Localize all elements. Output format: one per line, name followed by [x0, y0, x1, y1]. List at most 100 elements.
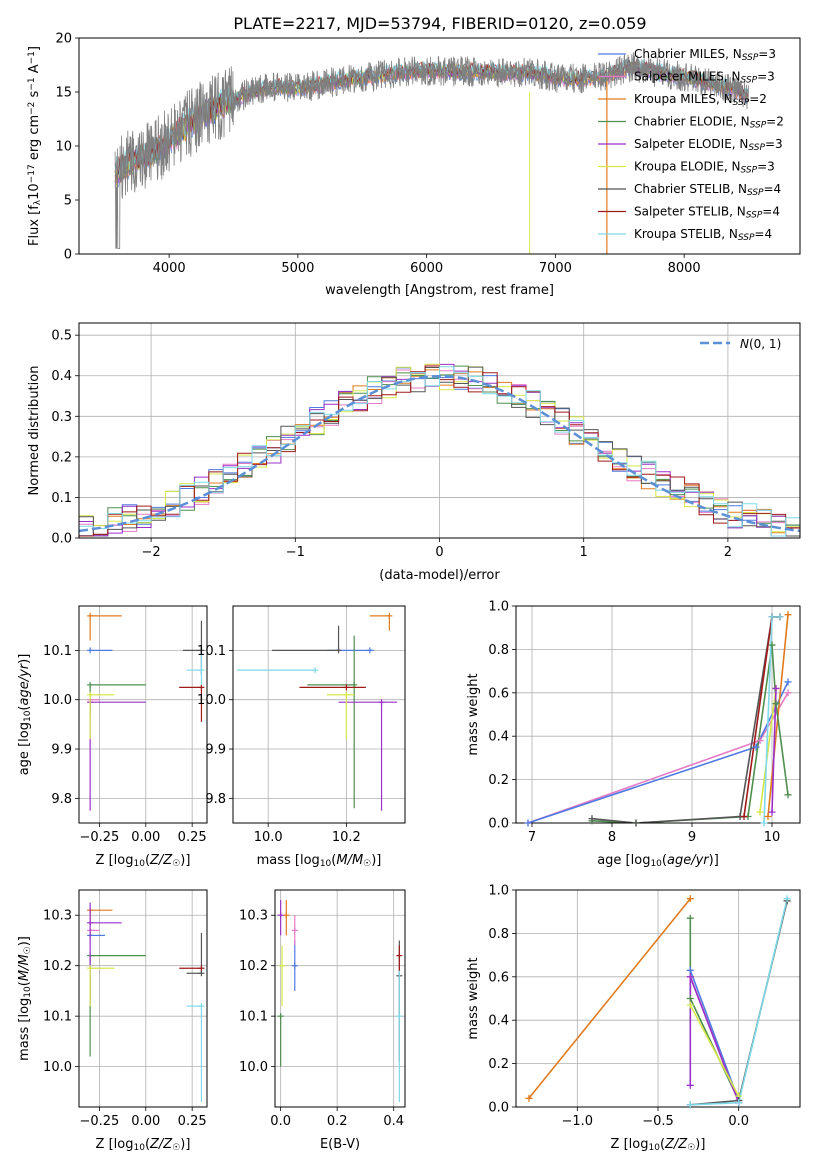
- weight-vs-age-series-2-marker-0: [764, 812, 772, 820]
- ylabel-age-vs-z: age [log10(age/yr)]: [17, 654, 33, 776]
- xtick-label-weight-vs-age-2: 9: [688, 830, 696, 845]
- weight-vs-age-series-2-marker-1: [784, 611, 792, 619]
- ytick-label-mass-vs-ebv-1: 10.1: [239, 1010, 268, 1025]
- ylabel-weight-vs-age: mass weight: [466, 673, 481, 755]
- ytick-label-age-vs-mass-2: 10.0: [197, 693, 226, 708]
- ytick-label-residuals-4: 0.4: [51, 369, 72, 384]
- ytick-label-mass-vs-ebv-0: 10.0: [239, 1060, 268, 1075]
- panel-mass-vs-z: −0.25 0.00 0.25 10.0 10.1 10.2 10.3 Z [log10(Z/…: [17, 889, 208, 1153]
- plot-area-spectrum: [114, 52, 749, 254]
- xtick-label-weight-vs-z-1: −0.5: [642, 1114, 674, 1129]
- xtick-label-residuals-1: −1: [286, 545, 305, 560]
- weight-vs-z-series-1-marker-1: [686, 995, 694, 1002]
- plot-area-age-vs-z: [87, 612, 205, 811]
- ytick-label-age-vs-z-0: 9.8: [51, 792, 72, 807]
- xtick-label-weight-vs-age-0: 7: [528, 830, 536, 845]
- xtick-label-spectrum-3: 7000: [539, 261, 572, 276]
- ytick-label-weight-vs-z-2: 0.4: [488, 1014, 509, 1029]
- xtick-label-residuals-0: −2: [142, 545, 161, 560]
- legend-label-0: Chabrier MILES, NSSP=3: [634, 47, 776, 63]
- ytick-label-age-vs-mass-1: 9.9: [205, 743, 226, 758]
- xlabel-spectrum: wavelength [Angstrom, rest frame]: [325, 283, 554, 298]
- ytick-label-spectrum-2: 10: [55, 140, 72, 155]
- xlabel-weight-vs-z: Z [log10(Z/Z☉)]: [611, 1137, 706, 1153]
- ylabel-residuals: Normed distribution: [27, 366, 42, 496]
- ytick-label-spectrum-3: 15: [55, 86, 72, 101]
- ytick-label-weight-vs-z-1: 0.2: [488, 1057, 509, 1072]
- weight-vs-age-series-1-marker-1: [752, 743, 760, 751]
- panel-age-vs-mass: 10.0 10.2 9.8 9.9 10.0 10.1 mass [log10(M/M☉)]: [197, 605, 406, 869]
- weight-vs-age-series-0-marker-2: [784, 689, 792, 697]
- xtick-label-weight-vs-age-1: 8: [608, 830, 616, 845]
- xlabel-mass-vs-ebv: E(B-V): [320, 1137, 360, 1152]
- ytick-label-residuals-2: 0.2: [51, 450, 72, 465]
- weight-vs-age-series-7-marker-2: [776, 613, 784, 621]
- weight-vs-age-series-5-marker-0: [740, 812, 748, 820]
- weight-vs-z-series-2: [689, 970, 740, 1101]
- weight-vs-age-series-8-marker-0: [768, 808, 776, 816]
- weight-vs-z-series-0-marker-1: [686, 895, 694, 903]
- ytick-label-weight-vs-z-0: 0.0: [488, 1101, 509, 1116]
- weight-vs-z-series-1-marker-0: [686, 914, 694, 922]
- ylabel-spectrum: Flux [fλ10−17 erg cm−2 s−1 A−1]: [27, 46, 43, 246]
- weight-vs-z-series-5: [689, 1004, 740, 1097]
- ytick-label-weight-vs-age-3: 0.6: [488, 686, 509, 701]
- xlabel-mass-vs-z: Z [log10(Z/Z☉)]: [96, 1137, 191, 1153]
- figure-title: PLATE=2217, MJD=53794, FIBERID=0120, z=0…: [233, 14, 646, 33]
- xtick-label-spectrum-0: 4000: [153, 261, 186, 276]
- xtick-label-mass-vs-ebv-0: 0.0: [270, 1114, 291, 1129]
- ytick-label-mass-vs-ebv-2: 10.2: [239, 959, 268, 974]
- weight-vs-age-series-6: [759, 688, 777, 813]
- ytick-label-age-vs-mass-3: 10.1: [197, 644, 226, 659]
- xtick-label-age-vs-z-1: 0.00: [131, 830, 160, 845]
- legend-label-5: Kroupa ELODIE, NSSP=3: [634, 160, 775, 176]
- ytick-label-residuals-0: 0.0: [51, 532, 72, 547]
- xtick-label-spectrum-1: 5000: [281, 261, 314, 276]
- legend-label-1: Salpeter MILES, NSSP=3: [634, 70, 775, 86]
- xtick-label-residuals-3: 1: [580, 545, 588, 560]
- weight-vs-age-series-4-marker-0: [588, 815, 596, 823]
- ytick-label-weight-vs-z-4: 0.8: [488, 927, 509, 942]
- xtick-label-weight-vs-z-2: 0.0: [728, 1114, 749, 1129]
- ytick-label-residuals-5: 0.5: [51, 329, 72, 344]
- xtick-label-mass-vs-z-2: 0.25: [178, 1114, 207, 1129]
- xtick-label-mass-vs-z-1: 0.00: [131, 1114, 160, 1129]
- weight-vs-age-series-3-marker-3: [768, 641, 776, 649]
- frame-mass-vs-z: [78, 889, 208, 1108]
- frame-age-vs-mass: [232, 605, 406, 824]
- ytick-label-residuals-1: 0.1: [51, 491, 72, 506]
- weight-vs-age-series-1-marker-2: [784, 678, 792, 686]
- weight-vs-age-series-3-marker-4: [772, 700, 780, 708]
- weight-vs-age-series-8-marker-1: [772, 684, 780, 692]
- xtick-label-spectrum-2: 6000: [410, 261, 443, 276]
- ytick-label-weight-vs-z-3: 0.6: [488, 970, 509, 985]
- plot-area-mass-vs-ebv: [277, 900, 403, 1102]
- legend-label-2: Kroupa MILES, NSSP=2: [634, 92, 767, 108]
- xlabel-residuals: (data-model)/error: [379, 568, 500, 583]
- xtick-label-age-vs-z-0: −0.25: [79, 830, 119, 845]
- weight-vs-age-series-0-marker-1: [756, 737, 764, 745]
- legend-label-6: Chabrier STELIB, NSSP=4: [634, 182, 781, 198]
- ytick-label-weight-vs-age-5: 1.0: [488, 600, 509, 615]
- xlabel-age-vs-mass: mass [log10(M/M☉)]: [257, 853, 382, 869]
- xtick-label-weight-vs-z-0: −1.0: [562, 1114, 594, 1129]
- ytick-label-mass-vs-ebv-3: 10.3: [239, 909, 268, 924]
- xtick-label-age-vs-mass-0: 10.0: [254, 830, 283, 845]
- ytick-label-mass-vs-z-0: 10.0: [43, 1060, 72, 1075]
- ytick-label-weight-vs-z-5: 1.0: [488, 884, 509, 899]
- weight-vs-age-series-3-marker-5: [784, 791, 792, 799]
- weight-vs-z-series-7-marker-2: [783, 895, 791, 903]
- ytick-label-age-vs-z-1: 9.9: [51, 743, 72, 758]
- ytick-label-age-vs-mass-0: 9.8: [205, 792, 226, 807]
- panel-residuals: −2 −1 0 1 2 0.0 0.1 0.2 0.3 0.4 0.5 N(0, 1) (data-mo…: [27, 322, 801, 583]
- normal-reference-curve: [79, 374, 800, 533]
- weight-vs-z-series-7-marker-0: [686, 1101, 694, 1109]
- ytick-label-age-vs-z-2: 10.0: [43, 693, 72, 708]
- weight-vs-age-series-7-marker-0: [760, 819, 768, 827]
- xtick-label-age-vs-z-2: 0.25: [178, 830, 207, 845]
- ytick-label-spectrum-1: 5: [64, 194, 72, 209]
- legend-label-4: Salpeter ELODIE, NSSP=3: [634, 137, 783, 153]
- xtick-label-residuals-2: 0: [435, 545, 443, 560]
- xtick-label-weight-vs-age-3: 10: [764, 830, 781, 845]
